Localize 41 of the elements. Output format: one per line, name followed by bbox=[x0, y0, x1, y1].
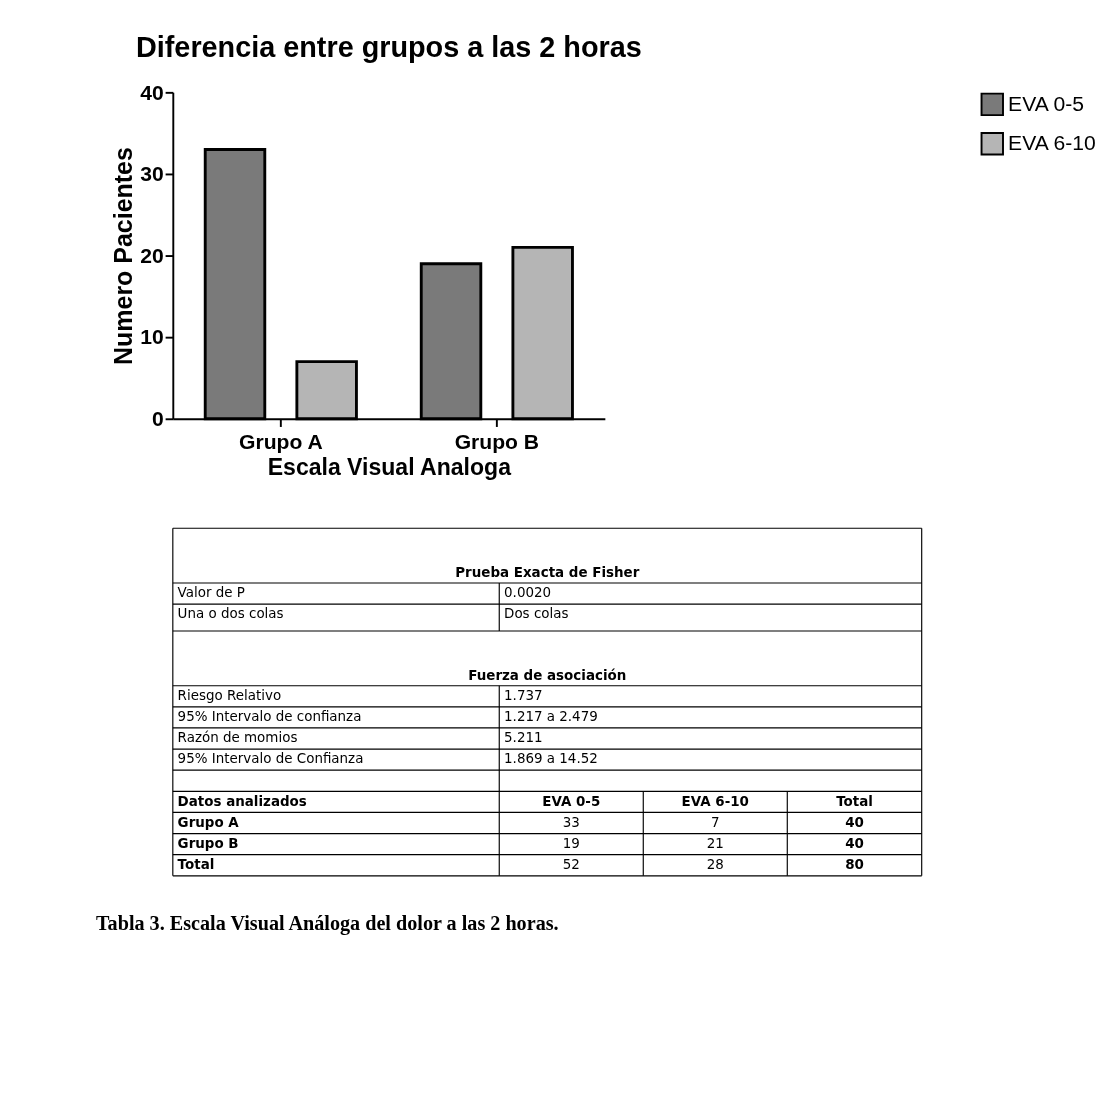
text: 33 bbox=[562, 814, 580, 830]
text: Total bbox=[836, 793, 873, 809]
text: Una o dos colas bbox=[177, 606, 284, 622]
y-tick-label: 0 bbox=[151, 406, 164, 430]
text: Grupo A bbox=[177, 814, 240, 830]
text: Total bbox=[177, 857, 215, 873]
text: 5.211 bbox=[504, 730, 543, 746]
text: Tabla 3. Escala Visual Análoga del dolor a las 2 horas. bbox=[96, 911, 559, 935]
text: Valor de P bbox=[177, 585, 245, 601]
text: Razón de momios bbox=[177, 730, 298, 746]
text: 80 bbox=[845, 857, 864, 873]
text: 1.869 a 14.52 bbox=[504, 751, 598, 767]
text: 1.737 bbox=[504, 688, 543, 704]
text: 95% Intervalo de confianza bbox=[177, 709, 362, 725]
y-axis-title: Numero Pacientes bbox=[108, 147, 137, 365]
text: 1.217 a 2.479 bbox=[504, 709, 598, 725]
text: Riesgo Relativo bbox=[177, 688, 282, 704]
text: 7 bbox=[711, 814, 720, 830]
chart-title: Diferencia entre grupos a las 2 horas bbox=[135, 30, 642, 63]
text: 19 bbox=[562, 835, 580, 851]
text: 0.0020 bbox=[504, 585, 552, 601]
text: Dos colas bbox=[504, 606, 569, 622]
legend-label: EVA 0-5 bbox=[1008, 92, 1084, 116]
text: 21 bbox=[706, 835, 724, 851]
text: Datos analizados bbox=[177, 793, 307, 809]
text: Prueba Exacta de Fisher bbox=[455, 565, 640, 581]
y-tick-label: 40 bbox=[140, 80, 164, 104]
x-axis-title: Escala Visual Analoga bbox=[267, 453, 512, 480]
legend-label: EVA 6-10 bbox=[1008, 131, 1096, 155]
text: EVA 0-5 bbox=[542, 793, 601, 809]
text: Fuerza de asociación bbox=[468, 667, 627, 683]
text: EVA 6-10 bbox=[681, 793, 749, 809]
text: 95% Intervalo de Confianza bbox=[177, 751, 364, 767]
text: 52 bbox=[562, 857, 580, 873]
text: 40 bbox=[845, 835, 864, 851]
text: 28 bbox=[706, 857, 724, 873]
y-tick-label: 30 bbox=[140, 162, 164, 186]
y-tick-label: 20 bbox=[140, 243, 164, 267]
text: Grupo B bbox=[177, 835, 239, 851]
y-tick-label: 10 bbox=[140, 325, 164, 349]
text: 40 bbox=[845, 814, 864, 830]
